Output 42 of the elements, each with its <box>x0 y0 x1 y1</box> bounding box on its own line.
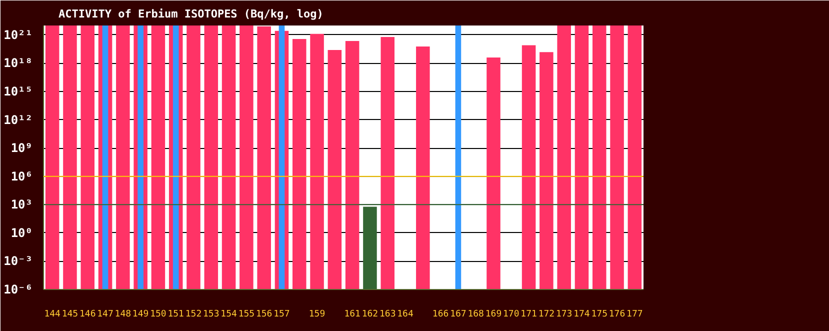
x-tick-label: 177 <box>626 310 643 320</box>
chart-title: ACTIVITY of Erbium ISOTOPES (Bq/kg, log) <box>58 8 324 20</box>
x-tick-label: 175 <box>591 310 608 320</box>
x-tick-label: 171 <box>520 310 537 320</box>
x-tick-label: 157 <box>274 310 290 320</box>
x-tick-label: 167 <box>450 310 466 320</box>
x-tick-label: 148 <box>114 310 132 320</box>
x-tick-label: 147 <box>97 310 114 320</box>
y-tick-label: 10³ <box>10 198 33 212</box>
x-tick-label: 164 <box>397 310 414 320</box>
x-tick-label: 166 <box>432 310 449 320</box>
x-tick-label: 144 <box>44 310 60 320</box>
x-tick-label: 145 <box>62 310 78 320</box>
x-tick-label: 151 <box>168 310 184 320</box>
x-tick-label: 150 <box>150 310 166 320</box>
x-tick-label: 156 <box>256 310 272 320</box>
x-tick-label: 174 <box>574 310 590 320</box>
y-tick-label: 10²¹ <box>4 28 33 42</box>
x-tick-label: 155 <box>238 310 255 320</box>
x-tick-label: 170 <box>503 310 520 320</box>
x-tick-label: 152 <box>185 310 202 320</box>
x-tick-label: 153 <box>203 310 220 320</box>
x-tick-label: 176 <box>608 310 626 320</box>
y-tick-label: 10¹⁸ <box>4 56 33 70</box>
x-tick-label: 161 <box>344 310 360 320</box>
y-tick-label: 10¹² <box>4 112 33 127</box>
x-tick-label: 168 <box>468 310 484 320</box>
y-tick-label: 10⁻³ <box>4 254 33 268</box>
x-tick-label: 149 <box>132 310 149 320</box>
y-tick-label: 10⁻⁶ <box>4 282 33 296</box>
x-tick-label: 146 <box>79 310 96 320</box>
y-tick-label: 10¹⁵ <box>4 84 33 98</box>
x-tick-label: 169 <box>485 310 502 320</box>
y-tick-label: 10⁰ <box>10 226 33 240</box>
x-tick-label: 172 <box>538 310 555 320</box>
y-tick-label: 10⁶ <box>10 169 33 184</box>
x-tick-label: 163 <box>379 310 396 320</box>
y-tick-label: 10⁹ <box>10 141 33 156</box>
x-tick-label: 154 <box>220 310 237 320</box>
x-tick-label: 162 <box>362 310 378 320</box>
x-tick-label: 173 <box>556 310 572 320</box>
x-tick-label: 159 <box>308 310 326 320</box>
